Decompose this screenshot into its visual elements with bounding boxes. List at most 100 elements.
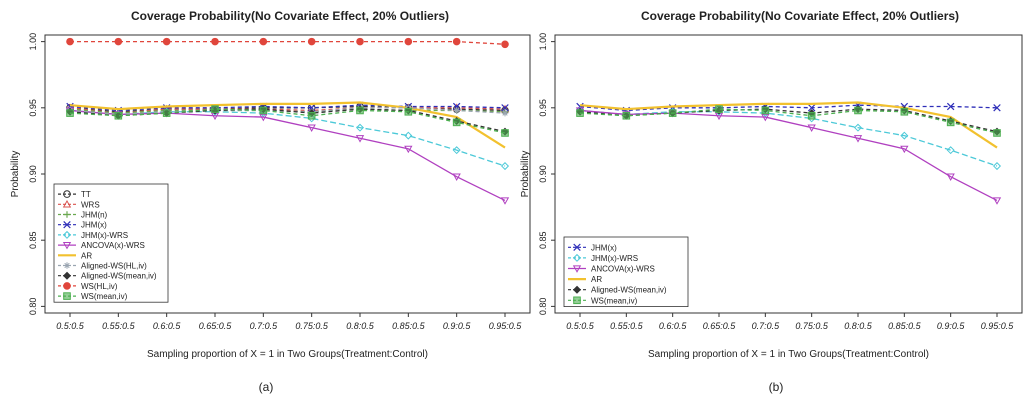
series-point-a-ancova-x-wrs xyxy=(452,173,461,181)
series-point-a-ancova-x-wrs xyxy=(259,113,268,122)
series-a-ws-hl-iv xyxy=(66,37,509,49)
x-tick-label-a: 0.65:0.5 xyxy=(199,321,233,331)
series-point-b-jhm-x xyxy=(993,104,1001,112)
series-point-b-ancova-x-wrs xyxy=(761,113,770,122)
x-tick-label-b: 0.95:0.5 xyxy=(981,321,1015,331)
legend-marker-b-jhm-x xyxy=(573,243,581,252)
legend-label-b-jhm-x-wrs: JHM(x)-WRS xyxy=(591,254,638,263)
series-point-b-jhm-x xyxy=(946,102,955,111)
legend-marker-a-jhm-x xyxy=(63,220,71,229)
legend-label-a-ar: AR xyxy=(81,251,92,260)
series-line-b-ancova-x-wrs xyxy=(579,109,998,202)
legend-label-a-tt: TT xyxy=(81,190,91,199)
legend-label-b-ancova-x-wrs: ANCOVA(x)-WRS xyxy=(591,265,655,274)
legend-marker-a-aligned-ws-hl-iv xyxy=(63,262,71,269)
legend-label-a-jhm-x: JHM(x) xyxy=(81,221,107,230)
series-line-b-ws-mean-iv xyxy=(579,108,998,134)
series-line-a-ar xyxy=(69,101,506,149)
legend-marker-a-jhm-x-wrs xyxy=(62,230,72,239)
legend-marker-b-ws-mean-iv xyxy=(573,296,581,305)
series-point-a-ws-mean-iv xyxy=(259,106,268,115)
series-line-b-jhm-x-wrs xyxy=(579,109,998,167)
y-axis-label-b: Probability xyxy=(520,151,531,198)
series-point-b-ws-mean-iv xyxy=(900,107,909,116)
legend-label-a-aligned-ws-mean-iv: Aligned-WS(mean,iv) xyxy=(81,272,157,281)
series-line-a-ws-mean-iv xyxy=(69,108,506,134)
series-point-a-ws-hl-iv xyxy=(404,37,413,46)
series-point-a-ws-hl-iv xyxy=(452,37,461,46)
series-point-a-ws-mean-iv xyxy=(404,107,413,116)
series-point-b-ancova-x-wrs xyxy=(900,145,909,154)
x-axis-label-a: Sampling proportion of X = 1 in Two Grou… xyxy=(147,349,428,360)
series-point-a-ws-hl-iv xyxy=(66,37,74,46)
series-point-b-ancova-x-wrs xyxy=(946,173,955,181)
x-tick-label-b: 0.85:0.5 xyxy=(888,321,922,331)
x-tick-label-a: 0.95:0.5 xyxy=(489,321,523,331)
chart-panel-b: Coverage Probability(No Covariate Effect… xyxy=(520,9,1023,360)
series-point-b-jhm-x-wrs xyxy=(900,131,909,140)
legend-label-a-ws-hl-iv: WS(HL,iv) xyxy=(81,282,118,291)
series-point-b-ws-mean-iv xyxy=(946,118,955,127)
series-point-a-jhm-x-wrs xyxy=(355,123,365,132)
series-point-b-jhm-x-wrs xyxy=(992,162,1002,171)
chart-title-a: Coverage Probability(No Covariate Effect… xyxy=(131,9,449,23)
legend-box-b xyxy=(563,236,689,307)
series-point-a-jhm-x-wrs xyxy=(404,131,413,140)
series-point-a-ws-hl-iv xyxy=(162,37,171,46)
y-tick-label-b: 0.80 xyxy=(538,298,548,316)
caption-a: (a) xyxy=(259,380,274,394)
series-point-b-ancova-x-wrs xyxy=(807,124,816,132)
legend-marker-a-ancova-x-wrs xyxy=(62,241,72,250)
y-tick-label-a: 0.85 xyxy=(28,231,38,249)
series-point-b-ancova-x-wrs xyxy=(853,135,863,143)
x-tick-label-b: 0.65:0.5 xyxy=(703,321,737,331)
series-point-b-ws-mean-iv xyxy=(668,109,677,117)
y-tick-label-a: 0.90 xyxy=(28,165,38,183)
series-point-b-ws-mean-iv xyxy=(761,106,770,115)
legend-marker-b-jhm-x-wrs xyxy=(572,253,582,262)
series-point-a-aligned-ws-hl-iv xyxy=(453,107,460,114)
legend-label-a-jhm-x-wrs: JHM(x)-WRS xyxy=(81,231,128,240)
chart-panel-a: Coverage Probability(No Covariate Effect… xyxy=(10,9,531,360)
x-tick-label-a: 0.8:0.5 xyxy=(346,321,375,331)
chart-title-b: Coverage Probability(No Covariate Effect… xyxy=(641,9,959,23)
series-a-ws-mean-iv xyxy=(66,105,509,137)
caption-b: (b) xyxy=(769,380,784,394)
legend-label-b-aligned-ws-mean-iv: Aligned-WS(mean,iv) xyxy=(591,286,667,295)
series-point-a-ws-hl-iv xyxy=(307,37,316,46)
x-tick-label-a: 0.7:0.5 xyxy=(250,321,279,331)
series-line-a-ws-hl-iv xyxy=(70,40,506,45)
series-point-a-ancova-x-wrs xyxy=(404,145,413,154)
series-point-a-ws-hl-iv xyxy=(259,37,268,46)
y-tick-label-a: 0.95 xyxy=(28,99,38,117)
series-line-b-aligned-ws-mean-iv xyxy=(579,108,998,133)
series-line-b-ar xyxy=(579,101,998,149)
series-point-b-ws-mean-iv xyxy=(993,129,1001,137)
legend-label-a-ancova-x-wrs: ANCOVA(x)-WRS xyxy=(81,241,145,250)
x-tick-label-a: 0.85:0.5 xyxy=(392,321,426,331)
series-point-a-ws-mean-iv xyxy=(114,111,123,120)
legend-marker-a-aligned-ws-mean-iv xyxy=(62,271,72,280)
series-point-a-ws-mean-iv xyxy=(162,109,171,117)
y-tick-label-b: 0.95 xyxy=(538,99,548,117)
series-point-a-ws-mean-iv xyxy=(501,129,509,137)
series-point-a-ancova-x-wrs xyxy=(355,135,365,143)
legend-label-a-wrs: WRS xyxy=(81,200,100,209)
x-tick-label-a: 0.5:0.5 xyxy=(56,321,85,331)
legend-marker-b-ancova-x-wrs xyxy=(572,265,582,273)
series-b-jhm-x-wrs xyxy=(575,106,1002,171)
legend-label-b-jhm-x: JHM(x) xyxy=(591,243,617,252)
series-point-b-jhm-x-wrs xyxy=(853,123,863,132)
x-tick-label-a: 0.55:0.5 xyxy=(102,321,136,331)
series-point-a-ws-mean-iv xyxy=(307,111,316,120)
x-tick-label-b: 0.75:0.5 xyxy=(795,321,829,331)
legend-marker-a-jhm-n xyxy=(63,211,71,218)
series-point-a-ws-mean-iv xyxy=(452,118,461,127)
series-point-a-ancova-x-wrs xyxy=(307,124,316,132)
series-point-a-ws-hl-iv xyxy=(356,37,364,46)
series-point-b-jhm-x xyxy=(807,104,816,112)
series-point-a-ws-hl-iv xyxy=(114,37,123,46)
